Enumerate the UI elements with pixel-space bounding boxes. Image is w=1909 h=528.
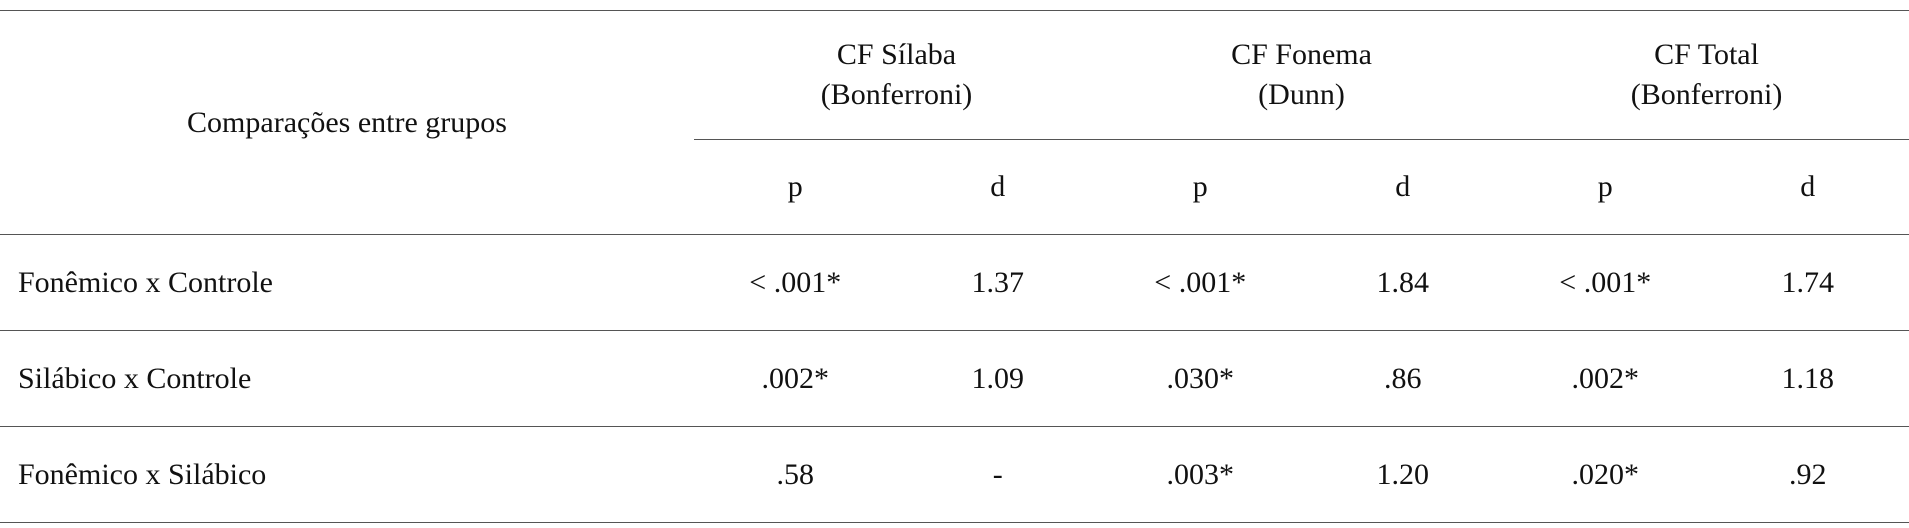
group-header-line: (Dunn) xyxy=(1258,78,1345,111)
corner-header: Comparações entre grupos xyxy=(0,10,694,235)
cell: .002* xyxy=(1504,330,1707,427)
cell: .002* xyxy=(694,330,897,427)
cell: 1.84 xyxy=(1301,234,1505,331)
subheader: p xyxy=(1099,139,1302,235)
cell: .86 xyxy=(1301,330,1505,427)
results-table: Comparações entre grupos CF Sílaba (Bonfer… xyxy=(0,10,1909,523)
header-row: Comparações entre grupos CF Sílaba (Bonfer… xyxy=(0,10,1909,235)
data-row: Fonêmico x Silábico .58- .003* 1.20.020* .92 xyxy=(0,426,1909,523)
subheader: d xyxy=(1706,139,1909,235)
data-row: Silábico x Controle .002* 1.09.030* .86.002… xyxy=(0,330,1909,427)
cell: .030* xyxy=(1099,330,1302,427)
cell: .58 xyxy=(694,426,897,523)
group-header-line: (Bonferroni) xyxy=(1630,78,1783,111)
group-header: CF Fonema (Dunn) xyxy=(1099,10,1505,140)
group-header-line: CF Total xyxy=(1654,38,1759,71)
cell: 1.09 xyxy=(896,330,1099,427)
subheader: d xyxy=(1301,139,1505,235)
row-label: Fonêmico x Controle xyxy=(0,234,694,331)
cell: 1.18 xyxy=(1706,330,1909,427)
cell: < .001* xyxy=(1504,234,1707,331)
group-header-line: (Bonferroni) xyxy=(820,78,973,111)
group-header: CF Sílaba (Bonferroni) xyxy=(694,10,1099,140)
row-label: Fonêmico x Silábico xyxy=(0,426,694,523)
cell: 1.20 xyxy=(1301,426,1505,523)
subheader: d xyxy=(896,139,1099,235)
cell: .003* xyxy=(1099,426,1302,523)
cell: 1.74 xyxy=(1706,234,1909,331)
row-label: Silábico x Controle xyxy=(0,330,694,427)
group-header-line: CF Sílaba xyxy=(836,38,957,71)
group-header: CF Total (Bonferroni) xyxy=(1504,10,1909,140)
cell: - xyxy=(896,426,1099,523)
subheader: p xyxy=(1504,139,1707,235)
cell: < .001* xyxy=(1099,234,1302,331)
group-header-line: CF Fonema xyxy=(1231,38,1372,71)
cell: .92 xyxy=(1706,426,1909,523)
data-row: Fonêmico x Controle < .001* 1.37 < .001* 1.8… xyxy=(0,234,1909,331)
cell: .020* xyxy=(1504,426,1707,523)
subheader: p xyxy=(694,139,897,235)
cell: 1.37 xyxy=(896,234,1099,331)
cell: < .001* xyxy=(694,234,897,331)
